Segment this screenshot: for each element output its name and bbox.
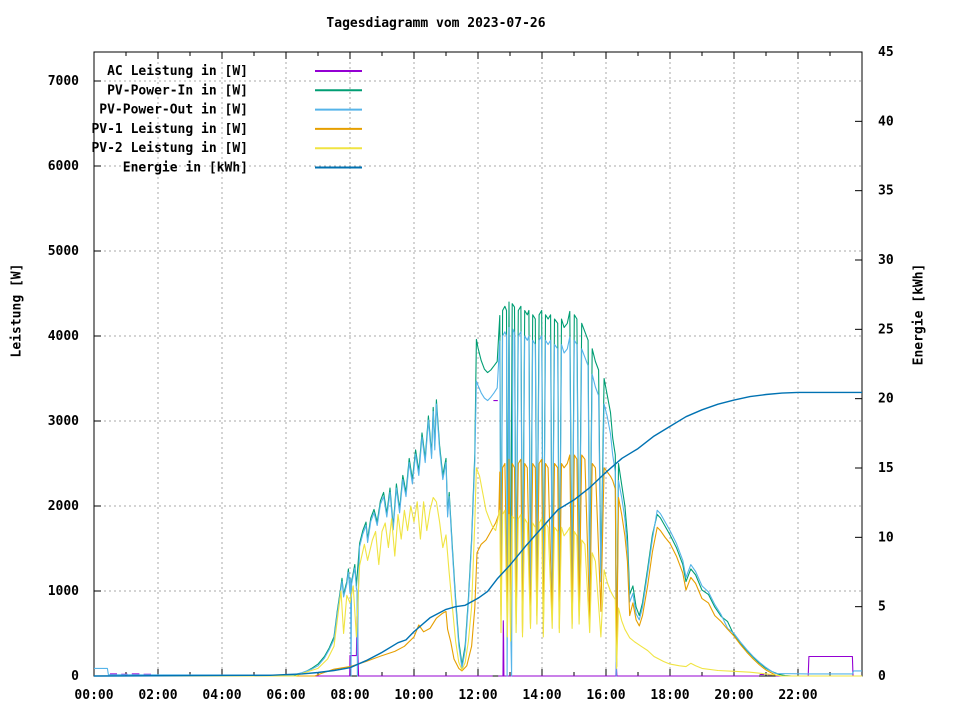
- legend-label-ac: AC Leistung in [W]: [107, 64, 248, 79]
- y-right-tick-label: 5: [878, 600, 886, 615]
- y-right-tick-labels: 0 5 10 15 20 25 30 35 40 45: [878, 45, 894, 684]
- legend: AC Leistung in [W] PV-Power-In in [W] PV-P…: [91, 64, 362, 176]
- legend-label-energy: Energie in [kWh]: [123, 161, 248, 176]
- x-tick-label: 22:00: [778, 688, 817, 703]
- x-tick-labels: 00:00 02:00 04:00 06:00 08:00 10:00 12:00 14:00…: [74, 688, 817, 703]
- legend-label-pv2: PV-2 Leistung in [W]: [91, 141, 248, 156]
- y-right-tick-label: 20: [878, 392, 894, 407]
- legend-item-pv_out: PV-Power-Out in [W]: [99, 103, 362, 118]
- y-left-axis-label: Leistung [W]: [9, 263, 25, 358]
- x-tick-label: 10:00: [394, 688, 433, 703]
- x-tick-label: 00:00: [74, 688, 113, 703]
- y-right-tick-label: 40: [878, 114, 894, 129]
- legend-label-pv1: PV-1 Leistung in [W]: [91, 122, 248, 137]
- y-right-tick-label: 35: [878, 184, 894, 199]
- x-tick-label: 20:00: [714, 688, 753, 703]
- y-left-tick-label: 3000: [48, 414, 79, 429]
- legend-item-energy: Energie in [kWh]: [123, 161, 362, 176]
- y-left-tick-label: 5000: [48, 244, 79, 259]
- y-right-axis-label: Energie [kWh]: [911, 263, 927, 366]
- legend-label-pv_out: PV-Power-Out in [W]: [99, 103, 248, 118]
- y-left-tick-label: 4000: [48, 329, 79, 344]
- x-tick-label: 12:00: [458, 688, 497, 703]
- y-right-tick-label: 15: [878, 461, 894, 476]
- y-left-tick-label: 1000: [48, 584, 79, 599]
- chart-title: Tagesdiagramm vom 2023-07-26: [326, 16, 546, 31]
- legend-item-ac: AC Leistung in [W]: [107, 64, 362, 79]
- y-right-tick-label: 10: [878, 530, 894, 545]
- y-right-tick-label: 30: [878, 253, 894, 268]
- x-tick-label: 08:00: [330, 688, 369, 703]
- legend-item-pv1: PV-1 Leistung in [W]: [91, 122, 362, 137]
- x-tick-label: 02:00: [138, 688, 177, 703]
- series-energy: [93, 391, 862, 677]
- y-left-tick-label: 0: [71, 669, 79, 684]
- y-left-tick-label: 6000: [48, 159, 79, 174]
- series-group: [93, 301, 862, 677]
- x-tick-label: 18:00: [650, 688, 689, 703]
- y-right-tick-label: 25: [878, 322, 894, 337]
- series-pv1: [94, 454, 862, 677]
- x-tick-label: 04:00: [202, 688, 241, 703]
- series-pv_out: [94, 326, 862, 677]
- y-right-tick-label: 0: [878, 669, 886, 684]
- y-left-tick-label: 2000: [48, 499, 79, 514]
- x-tick-label: 06:00: [266, 688, 305, 703]
- legend-item-pv_in: PV-Power-In in [W]: [107, 83, 362, 98]
- y-left-tick-label: 7000: [48, 74, 79, 89]
- series-pv2: [94, 467, 862, 677]
- legend-item-pv2: PV-2 Leistung in [W]: [91, 141, 362, 156]
- x-tick-label: 16:00: [586, 688, 625, 703]
- legend-label-pv_in: PV-Power-In in [W]: [107, 83, 248, 98]
- y-right-tick-label: 45: [878, 45, 894, 60]
- y-left-tick-labels: 0 1000 2000 3000 4000 5000 6000 7000: [48, 74, 79, 684]
- x-tick-label: 14:00: [522, 688, 561, 703]
